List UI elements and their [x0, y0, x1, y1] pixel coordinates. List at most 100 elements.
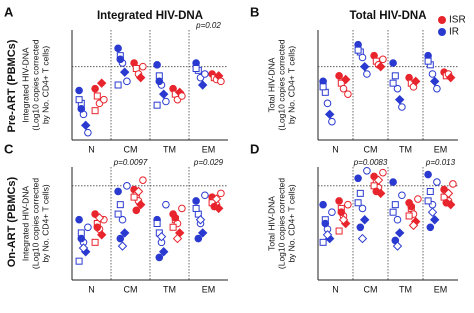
data-point: [158, 247, 169, 257]
data-point: [178, 204, 186, 213]
data-point: [393, 84, 402, 93]
data-point: [211, 194, 222, 204]
data-point: [410, 76, 421, 87]
data-point: [91, 210, 99, 218]
data-point: [319, 83, 327, 91]
data-point: [116, 55, 125, 64]
data-point: [135, 72, 146, 83]
data-point: [217, 77, 225, 86]
x-tick-label: TM: [399, 284, 412, 294]
data-point: [442, 198, 451, 207]
data-point: [114, 187, 122, 196]
data-point: [155, 253, 164, 262]
data-point: [139, 176, 147, 184]
data-point: [139, 62, 147, 71]
data-point: [155, 77, 164, 86]
data-point: [75, 215, 83, 224]
row-label: Pre-ART (PBMCs): [6, 39, 18, 132]
data-point: [84, 128, 92, 137]
data-point: [335, 197, 343, 205]
panel-title: Total HIV-DNA: [349, 10, 426, 22]
data-point: [217, 189, 225, 198]
data-point: [389, 178, 397, 186]
data-point: [197, 80, 208, 90]
data-point: [77, 105, 86, 113]
panel-letter: B: [250, 4, 259, 19]
data-point: [84, 223, 92, 232]
y-axis-label: (Log10 copies corrected: [276, 39, 286, 130]
data-point: [194, 234, 203, 243]
data-point: [153, 61, 161, 69]
data-point: [116, 234, 125, 243]
y-axis-label: (Log10 copies corrected: [30, 178, 40, 269]
data-point: [319, 238, 327, 246]
data-point: [389, 59, 397, 67]
data-point: [171, 214, 180, 222]
y-axis-label: by No. CD4+ T cells): [40, 46, 50, 125]
data-point: [356, 223, 365, 232]
data-point: [335, 72, 343, 80]
y-axis-label: Integrated HIV-DNA: [20, 47, 30, 122]
data-point: [210, 202, 219, 211]
legend-label: IR: [449, 27, 459, 38]
legend-label: ISR: [449, 15, 466, 26]
p-value: p=0.0083: [353, 158, 388, 167]
data-point: [153, 101, 161, 109]
data-point: [338, 215, 349, 225]
data-point: [169, 223, 177, 231]
data-point: [354, 46, 362, 54]
data-point: [321, 219, 330, 228]
x-tick-label: N: [88, 144, 95, 154]
data-point: [328, 117, 336, 126]
data-point: [339, 84, 348, 93]
x-tick-label: CM: [364, 284, 378, 294]
data-point: [358, 53, 367, 62]
data-point: [429, 76, 440, 87]
data-point: [96, 78, 107, 88]
data-point: [324, 109, 335, 120]
data-point: [433, 84, 441, 93]
data-point: [201, 70, 209, 78]
data-point: [192, 197, 200, 205]
x-tick-label: N: [332, 284, 339, 294]
data-point: [93, 92, 101, 100]
data-point: [445, 72, 456, 83]
data-point: [335, 227, 343, 235]
data-point: [158, 89, 169, 99]
data-point: [424, 57, 432, 65]
x-tick-label: TM: [163, 284, 176, 294]
data-point: [391, 72, 399, 80]
panel-letter: C: [4, 141, 14, 156]
data-point: [117, 241, 128, 251]
data-point: [162, 97, 170, 106]
data-point: [91, 107, 99, 115]
data-point: [424, 197, 432, 205]
data-point: [114, 44, 122, 53]
data-point: [75, 96, 83, 104]
data-point: [319, 200, 327, 209]
data-point: [75, 86, 83, 95]
y-axis-label: Integrated HIV-DNA: [20, 186, 30, 261]
data-point: [344, 90, 352, 98]
data-point: [80, 120, 91, 131]
data-point: [132, 206, 141, 215]
data-point: [379, 55, 387, 64]
data-point: [363, 166, 371, 175]
y-axis-label: (Log10 copies corrected: [276, 178, 286, 269]
data-point: [357, 233, 368, 244]
data-point: [116, 201, 124, 209]
data-point: [375, 61, 386, 72]
data-point: [356, 189, 364, 197]
data-point: [340, 74, 351, 85]
data-point: [78, 243, 89, 253]
x-tick-label: N: [88, 284, 95, 294]
data-point: [372, 187, 381, 196]
data-point: [119, 228, 130, 238]
data-point: [94, 213, 105, 223]
x-tick-label: CM: [124, 284, 138, 294]
x-tick-label: TM: [163, 144, 176, 154]
data-point: [359, 215, 370, 225]
data-point: [197, 228, 208, 238]
x-tick-label: EM: [434, 144, 448, 154]
